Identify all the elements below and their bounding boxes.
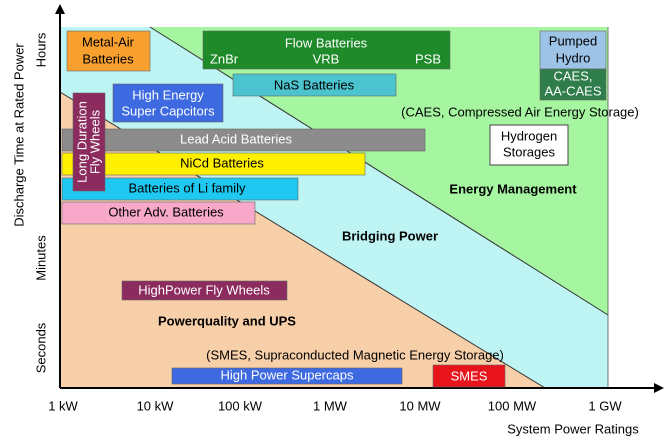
region-label: Powerquality and UPS xyxy=(158,313,296,328)
tech-box xyxy=(232,73,397,97)
tech-box xyxy=(539,68,607,101)
tech-label: Fly Wheels xyxy=(87,109,102,174)
x-label: 100 MW xyxy=(488,398,537,413)
tech-label: Lead Acid Batteries xyxy=(180,131,293,146)
tech-label: Batteries of Li family xyxy=(128,180,246,195)
x-label: 10 kW xyxy=(137,398,175,413)
note: (CAES, Compressed Air Energy Storage) xyxy=(401,104,639,119)
tech-label: AA-CAES xyxy=(544,83,601,98)
tech-box xyxy=(61,152,366,176)
x-label: 1 GW xyxy=(588,398,622,413)
tech-label: High Power Supercaps xyxy=(221,367,354,382)
tech-box xyxy=(61,177,299,201)
tech-label: Flow Batteries xyxy=(285,35,368,50)
tech-label: PSB xyxy=(415,51,441,66)
x-label: 1 MW xyxy=(313,398,348,413)
y-label: Hours xyxy=(33,32,48,67)
tech-label: HighPower Fly Wheels xyxy=(138,282,270,297)
tech-label: Metal-Air xyxy=(82,34,135,49)
note: (SMES, Supraconducted Magnetic Energy St… xyxy=(206,347,504,362)
y-title: Discharge Time at Rated Power xyxy=(11,43,26,227)
tech-label: CAES, xyxy=(553,68,592,83)
tech-label: High Energy xyxy=(132,87,204,102)
boundary xyxy=(149,26,609,316)
tech-label: ZnBr xyxy=(210,51,239,66)
y-label: Seconds xyxy=(33,322,48,373)
y-label: Minutes xyxy=(33,235,48,281)
tech-label: SMES xyxy=(451,368,488,383)
arrow xyxy=(55,4,65,14)
region-label: Energy Management xyxy=(449,181,577,196)
tech-box xyxy=(202,30,451,70)
tech-label: Hydrogen xyxy=(501,128,557,143)
tech-box xyxy=(489,124,569,166)
tech-box xyxy=(61,128,426,152)
tech-label: Pumped xyxy=(549,33,597,48)
tech-label: Batteries xyxy=(82,51,134,66)
x-label: 10 MW xyxy=(399,398,441,413)
tech-box xyxy=(539,30,607,70)
tech-box xyxy=(112,83,224,123)
x-label: 100 kW xyxy=(218,398,263,413)
tech-label: NiCd Batteries xyxy=(180,155,264,170)
tech-box xyxy=(61,201,256,225)
x-title: System Power Ratings xyxy=(507,421,639,436)
tech-box xyxy=(432,364,506,388)
x-label: 1 kW xyxy=(48,398,78,413)
tech-box xyxy=(171,367,403,385)
region-label: Bridging Power xyxy=(342,228,438,243)
tech-box xyxy=(66,30,151,72)
tech-box xyxy=(72,92,106,192)
tech-label: NaS Batteries xyxy=(274,77,355,92)
tech-box xyxy=(121,280,288,301)
tech-label: Storages xyxy=(503,144,556,159)
tech-label: Long Duration xyxy=(74,101,89,183)
tech-label: VRB xyxy=(313,51,340,66)
arrow xyxy=(654,383,664,393)
tech-label: Hydro xyxy=(556,50,591,65)
tech-label: Other Adv. Batteries xyxy=(108,204,224,219)
tech-label: Super Capcitors xyxy=(121,103,215,118)
